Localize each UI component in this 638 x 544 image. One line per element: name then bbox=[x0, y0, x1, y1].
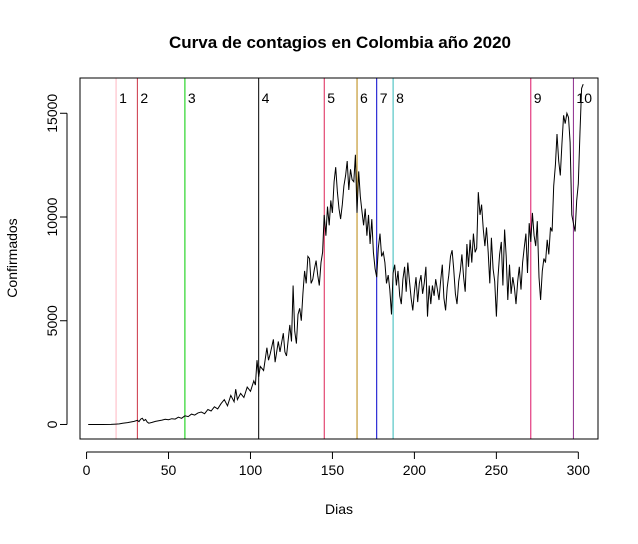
x-tick-label: 50 bbox=[161, 462, 177, 478]
x-axis-label: Dias bbox=[325, 501, 353, 517]
x-tick-label: 200 bbox=[403, 462, 427, 478]
chart-title: Curva de contagios en Colombia año 2020 bbox=[169, 33, 511, 52]
plot-frame bbox=[79, 77, 599, 440]
vertical-line-label-2: 2 bbox=[140, 90, 148, 106]
y-tick-label: 0 bbox=[44, 420, 60, 428]
x-tick-label: 100 bbox=[239, 462, 263, 478]
x-tick-label: 0 bbox=[83, 462, 91, 478]
y-tick-label: 5000 bbox=[44, 305, 60, 336]
vertical-line-label-9: 9 bbox=[534, 90, 542, 106]
vertical-line-label-3: 3 bbox=[188, 90, 196, 106]
vertical-line-label-8: 8 bbox=[396, 90, 404, 106]
vertical-lines-layer: 1 2 3 4 5 6 7 8 9 10 bbox=[115, 78, 592, 439]
vertical-line-label-5: 5 bbox=[327, 90, 335, 106]
vertical-line-label-10: 10 bbox=[576, 90, 592, 106]
series-layer bbox=[88, 84, 584, 425]
x-tick-label: 300 bbox=[567, 462, 591, 478]
axes-layer: 0 50 100 150 200 250 300 0 5000 10000 15000 bbox=[44, 94, 590, 478]
series-line bbox=[88, 84, 584, 425]
x-tick-label: 150 bbox=[321, 462, 345, 478]
vertical-line-label-6: 6 bbox=[360, 90, 368, 106]
y-tick-label: 10000 bbox=[44, 197, 60, 236]
vertical-line-label-7: 7 bbox=[380, 90, 388, 106]
y-tick-label: 15000 bbox=[44, 94, 60, 133]
y-axis-label: Confirmados bbox=[4, 218, 20, 297]
vertical-line-label-4: 4 bbox=[262, 90, 270, 106]
vertical-line-label-1: 1 bbox=[119, 90, 127, 106]
x-tick-label: 250 bbox=[485, 462, 509, 478]
